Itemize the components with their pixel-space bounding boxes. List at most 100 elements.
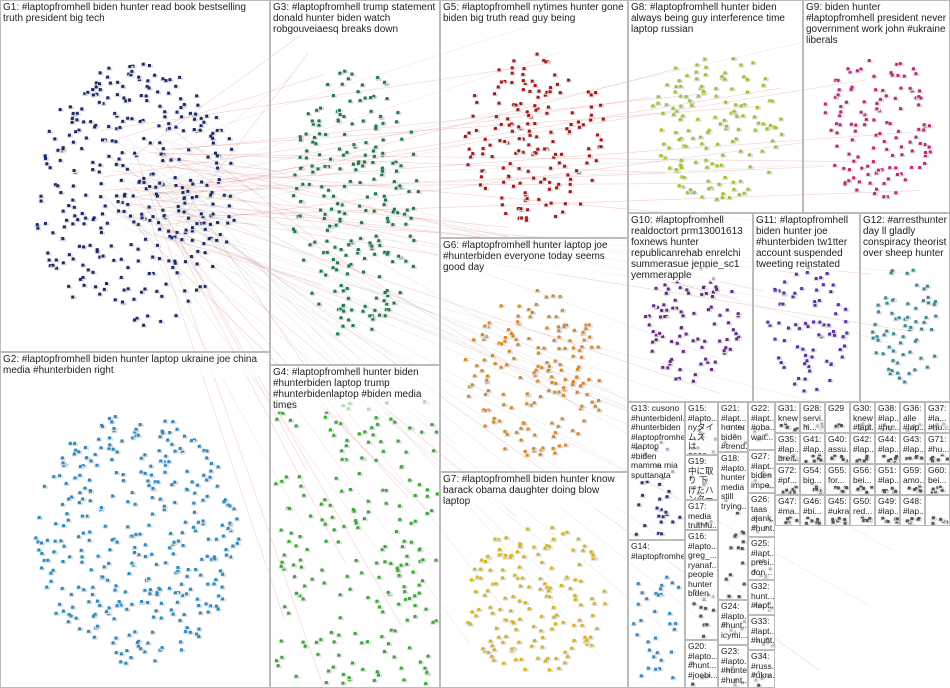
node: [343, 132, 347, 136]
node: [398, 184, 402, 188]
node: [80, 514, 84, 518]
node: [558, 294, 562, 298]
node: [710, 367, 714, 371]
node: [693, 373, 697, 377]
node: [224, 553, 228, 557]
node: [540, 366, 544, 370]
node: [380, 173, 384, 177]
node: [398, 504, 402, 508]
node: [400, 137, 404, 141]
node: [589, 105, 593, 109]
node: [218, 232, 222, 236]
node: [659, 128, 663, 132]
node: [299, 484, 303, 488]
node: [122, 194, 126, 198]
node: [727, 321, 731, 325]
node: [195, 262, 199, 266]
node: [782, 365, 786, 369]
node: [723, 71, 727, 75]
node: [475, 100, 479, 104]
node: [405, 554, 409, 558]
node: [58, 108, 62, 112]
node: [715, 197, 719, 201]
node: [81, 263, 85, 267]
node: [36, 540, 40, 544]
node: [510, 331, 514, 335]
node: [121, 119, 125, 123]
node: [636, 602, 640, 606]
node: [205, 456, 209, 460]
node: [519, 102, 523, 106]
node: [678, 286, 682, 290]
node: [862, 486, 866, 490]
node: [646, 666, 650, 670]
node: [61, 147, 65, 151]
node: [525, 402, 529, 406]
node: [704, 146, 708, 150]
node: [645, 597, 649, 601]
node: [215, 238, 219, 242]
node: [540, 560, 544, 564]
node: [568, 339, 572, 343]
node: [412, 206, 416, 210]
node: [95, 599, 99, 603]
node: [148, 592, 152, 596]
node: [199, 573, 203, 577]
node: [672, 627, 676, 631]
node: [402, 212, 406, 216]
node: [342, 114, 346, 118]
node: [922, 320, 926, 324]
node: [589, 635, 593, 639]
node: [727, 196, 731, 200]
node: [639, 618, 643, 622]
node: [356, 526, 360, 530]
node: [651, 104, 655, 108]
node: [515, 430, 519, 434]
node: [511, 334, 515, 338]
node: [636, 582, 640, 586]
node: [897, 316, 901, 320]
node: [49, 571, 53, 575]
node: [142, 180, 146, 184]
node: [169, 158, 173, 162]
node: [392, 180, 396, 184]
node: [97, 100, 101, 104]
node: [532, 545, 536, 549]
node: [872, 146, 876, 150]
node: [525, 197, 529, 201]
node: [634, 532, 638, 536]
node: [475, 364, 479, 368]
node: [866, 172, 870, 176]
node: [78, 277, 82, 281]
node: [97, 82, 101, 86]
node: [704, 606, 708, 610]
node: [223, 498, 227, 502]
node: [685, 288, 689, 292]
edge: [120, 188, 509, 228]
node: [61, 461, 65, 465]
node: [298, 535, 302, 539]
node: [527, 607, 531, 611]
node: [409, 521, 413, 525]
node: [743, 103, 747, 107]
node: [387, 642, 391, 646]
node: [512, 59, 516, 63]
node: [376, 75, 380, 79]
node: [99, 446, 103, 450]
node: [304, 156, 308, 160]
node: [342, 184, 346, 188]
node: [543, 659, 547, 663]
node: [205, 183, 209, 187]
node: [563, 346, 567, 350]
node: [304, 132, 308, 136]
node: [226, 221, 230, 225]
node: [836, 78, 840, 82]
node: [521, 88, 525, 92]
node: [589, 113, 593, 117]
edge: [171, 1, 603, 143]
node: [479, 175, 483, 179]
node: [279, 564, 283, 568]
node: [741, 114, 745, 118]
node: [220, 523, 224, 527]
node: [882, 139, 886, 143]
